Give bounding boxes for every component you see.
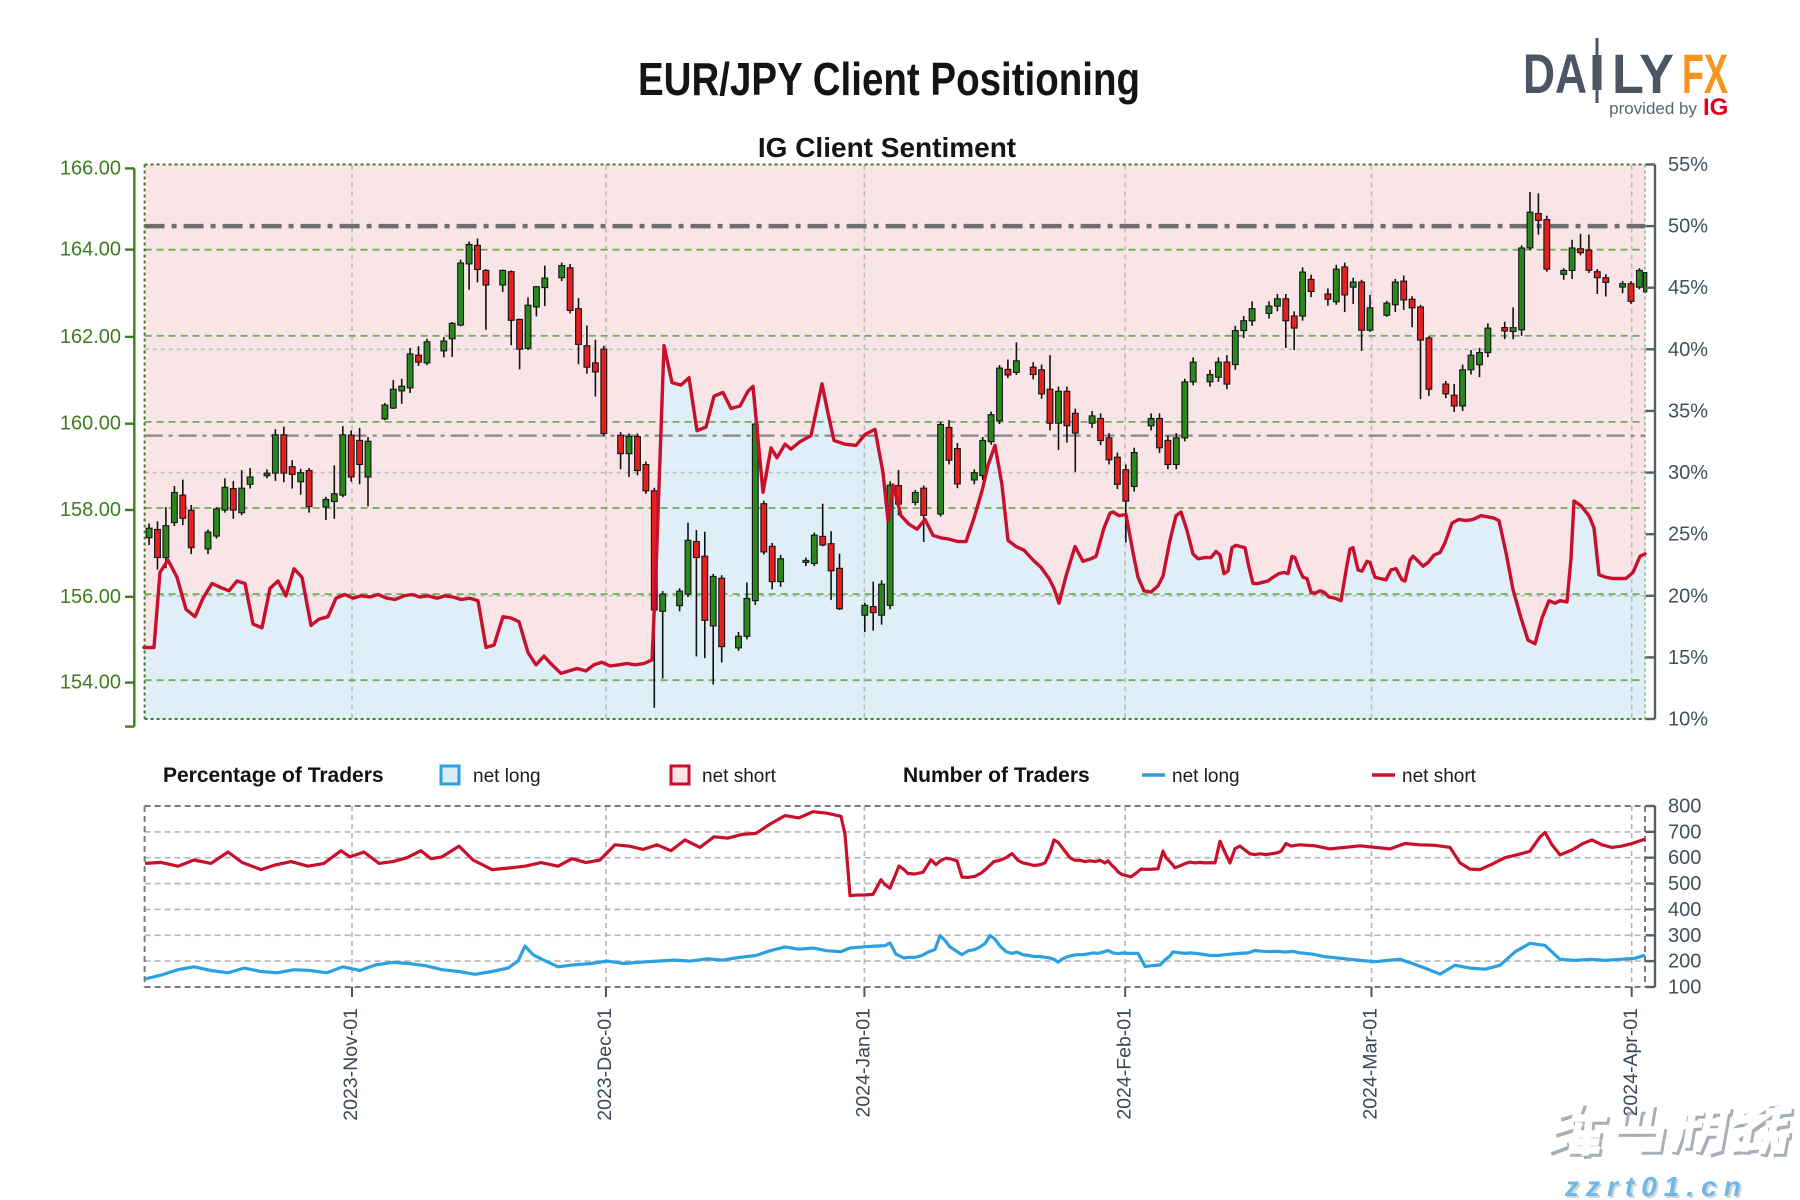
svg-text:provided by: provided by (1609, 99, 1697, 118)
svg-text:Percentage of Traders: Percentage of Traders (163, 764, 384, 787)
svg-text:15%: 15% (1668, 647, 1708, 669)
svg-text:166.00: 166.00 (60, 157, 121, 179)
svg-text:IG Client Sentiment: IG Client Sentiment (758, 132, 1016, 163)
svg-text:zzrt01.cn: zzrt01.cn (1564, 1171, 1748, 1200)
svg-text:600: 600 (1668, 847, 1701, 869)
svg-text:EUR/JPY Client Positioning: EUR/JPY Client Positioning (638, 53, 1140, 105)
svg-text:156.00: 156.00 (60, 586, 121, 608)
svg-text:500: 500 (1668, 873, 1701, 895)
svg-text:net long: net long (473, 766, 541, 787)
svg-text:2023-Nov-01: 2023-Nov-01 (340, 1008, 362, 1121)
svg-text:50%: 50% (1668, 216, 1708, 238)
svg-text:2024-Feb-01: 2024-Feb-01 (1113, 1008, 1135, 1120)
svg-text:158.00: 158.00 (60, 499, 121, 521)
svg-text:FX: FX (1682, 42, 1728, 105)
svg-text:800: 800 (1668, 796, 1701, 818)
svg-text:40%: 40% (1668, 339, 1708, 361)
svg-text:160.00: 160.00 (60, 413, 121, 435)
svg-text:2024-Apr-01: 2024-Apr-01 (1620, 1008, 1642, 1116)
svg-text:LY: LY (1612, 42, 1674, 105)
svg-text:20%: 20% (1668, 585, 1708, 607)
svg-text:400: 400 (1668, 899, 1701, 921)
svg-text:2024-Jan-01: 2024-Jan-01 (853, 1008, 875, 1118)
svg-text:35%: 35% (1668, 400, 1708, 422)
svg-text:162.00: 162.00 (60, 326, 121, 348)
svg-text:30%: 30% (1668, 462, 1708, 484)
svg-text:154.00: 154.00 (60, 672, 121, 694)
svg-text:net short: net short (1402, 766, 1477, 787)
svg-text:2023-Dec-01: 2023-Dec-01 (594, 1008, 616, 1121)
svg-text:25%: 25% (1668, 524, 1708, 546)
svg-text:700: 700 (1668, 821, 1701, 843)
svg-text:55%: 55% (1668, 154, 1708, 176)
svg-text:net short: net short (702, 766, 777, 787)
svg-text:Number of Traders: Number of Traders (903, 764, 1090, 787)
svg-text:DA: DA (1523, 42, 1587, 105)
svg-text:100: 100 (1668, 977, 1701, 999)
svg-text:164.00: 164.00 (60, 239, 121, 261)
svg-text:10%: 10% (1668, 709, 1708, 731)
svg-text:200: 200 (1668, 951, 1701, 973)
svg-text:net long: net long (1172, 766, 1240, 787)
svg-text:IG: IG (1703, 94, 1728, 121)
svg-text:300: 300 (1668, 925, 1701, 947)
svg-text:2024-Mar-01: 2024-Mar-01 (1360, 1008, 1382, 1120)
svg-text:45%: 45% (1668, 277, 1708, 299)
